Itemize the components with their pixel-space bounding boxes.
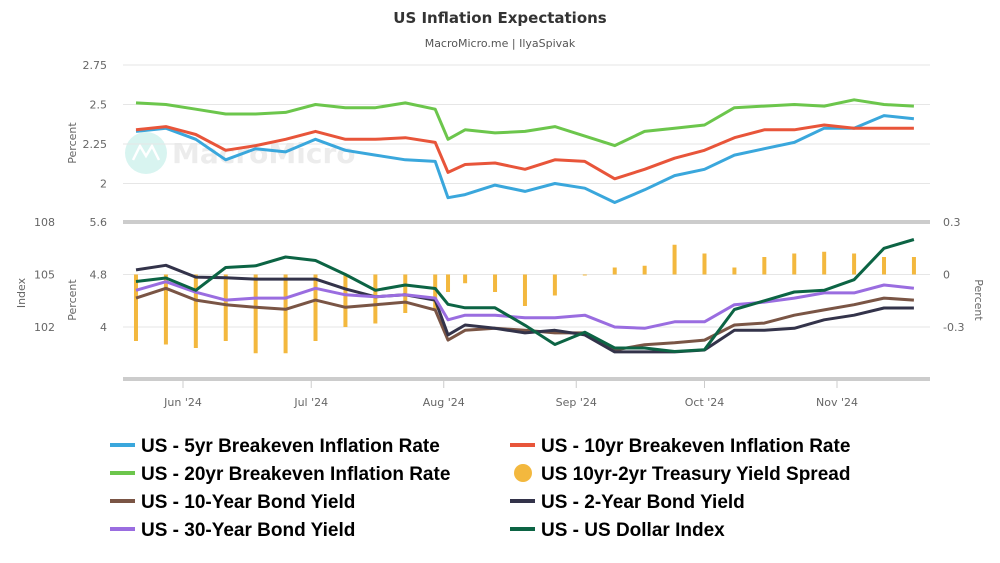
spread-bar — [446, 274, 451, 292]
spread-bar — [493, 274, 498, 292]
y-tick-label-left: 5.6 — [90, 216, 108, 229]
y-tick-label: 2.75 — [83, 59, 108, 72]
y-axis-label-right: Percent — [972, 279, 985, 321]
legend-label: US - 20yr Breakeven Inflation Rate — [141, 464, 450, 485]
x-tick-label: Oct '24 — [685, 396, 725, 409]
series-line-0 — [135, 114, 915, 204]
spread-bar — [343, 274, 348, 327]
y-axis-label-left: Percent — [66, 279, 79, 321]
y-tick-label-left: 4.8 — [90, 269, 108, 282]
legend-marker-circle — [514, 464, 532, 482]
spread-bar — [433, 274, 438, 310]
legend-label: US - US Dollar Index — [541, 520, 725, 541]
chart-title: US Inflation Expectations — [393, 9, 607, 27]
y-tick-label-index: 108 — [34, 216, 55, 229]
y-tick-label: 2.25 — [83, 138, 108, 151]
y-tick-label: 2.5 — [90, 99, 108, 112]
spread-bar — [253, 274, 258, 354]
spread-bar — [552, 274, 557, 296]
y-tick-label-right: 0 — [943, 269, 950, 282]
legend-label: US - 10yr Breakeven Inflation Rate — [541, 436, 850, 457]
y-tick-label-left: 4 — [100, 321, 107, 334]
spread-bar — [463, 274, 468, 284]
spread-bar — [822, 251, 827, 275]
spread-bar — [642, 265, 647, 275]
series-line-1 — [135, 123, 914, 181]
spread-bar — [133, 274, 138, 341]
chart-subtitle: MacroMicro.me | IlyaSpivak — [425, 37, 576, 50]
x-tick-label: Jun '24 — [163, 396, 202, 409]
spread-bar — [223, 274, 228, 341]
spread-bar — [732, 267, 737, 275]
x-tick-label: Aug '24 — [423, 396, 465, 409]
spread-bar — [163, 274, 168, 345]
legend-label: US - 30-Year Bond Yield — [141, 520, 355, 541]
spread-bar — [882, 257, 887, 275]
y-tick-label-right: -0.3 — [943, 321, 964, 334]
x-tick-label: Jul '24 — [293, 396, 328, 409]
y-axis-label-index: Index — [15, 277, 28, 308]
series-line-2 — [135, 98, 914, 148]
spread-bar — [852, 253, 857, 275]
spread-bar — [582, 274, 587, 276]
spread-bar — [792, 253, 797, 275]
legend-label: US - 2-Year Bond Yield — [541, 492, 745, 513]
series-line-5 — [135, 263, 914, 354]
spread-bar — [702, 253, 707, 275]
y-tick-label: 2 — [100, 178, 107, 191]
spread-bar — [522, 274, 527, 306]
spread-bar — [373, 274, 378, 324]
x-tick-label: Sep '24 — [556, 396, 597, 409]
spread-bar — [612, 267, 617, 275]
y-tick-label-index: 105 — [34, 269, 55, 282]
legend-label: US - 5yr Breakeven Inflation Rate — [141, 436, 440, 457]
spread-bar — [283, 274, 288, 354]
legend-label: US 10yr-2yr Treasury Yield Spread — [541, 464, 850, 485]
spread-bar — [672, 244, 677, 275]
spread-bar — [911, 257, 916, 275]
spread-bar — [313, 274, 318, 341]
legend-label: US - 10-Year Bond Yield — [141, 492, 355, 513]
spread-bar — [762, 257, 767, 275]
x-tick-label: Nov '24 — [816, 396, 858, 409]
y-tick-label-right: 0.3 — [943, 216, 961, 229]
y-axis-label: Percent — [66, 122, 79, 164]
spread-bar — [193, 274, 198, 348]
y-tick-label-index: 102 — [34, 321, 55, 334]
series-line-7 — [135, 238, 915, 353]
